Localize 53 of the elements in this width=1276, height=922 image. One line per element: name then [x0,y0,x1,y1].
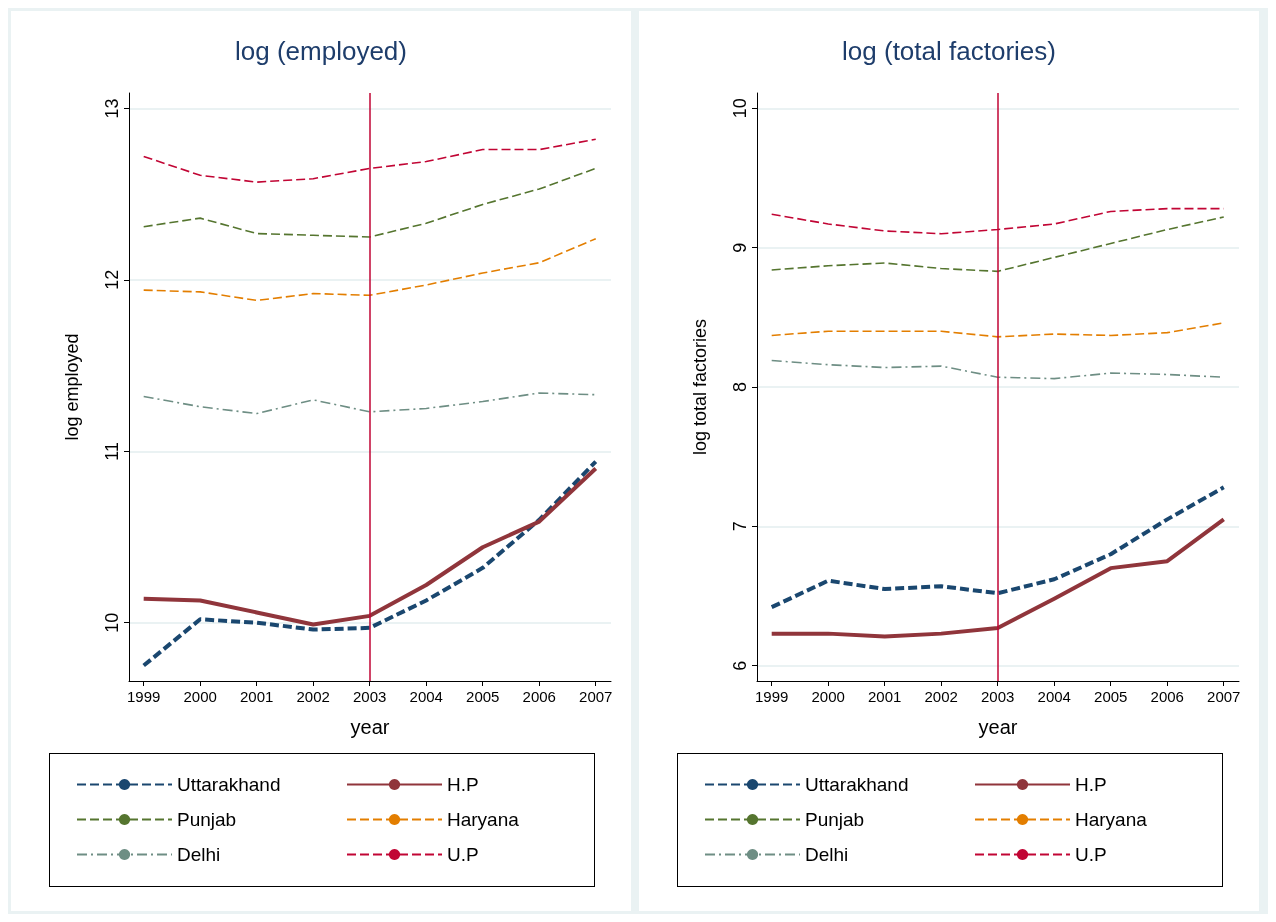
legend-label: Uttarakhand [805,774,909,795]
y-axis-title: log employed [62,333,82,441]
legend-label: H.P [447,774,479,795]
y-axis-title: log total factories [690,318,710,456]
x-tick-label: 2005 [1094,688,1128,705]
legend-label: H.P [1075,774,1107,795]
x-tick-label: 2006 [522,688,556,705]
x-tick-label: 2002 [296,688,330,705]
line-series [141,466,598,627]
x-tick-label: 2004 [409,688,443,705]
y-tick-label: 10 [730,98,750,119]
x-tick-label: 1999 [127,688,161,705]
legend-label: Haryana [1075,809,1148,830]
chart-title: log (total factories) [842,36,1056,66]
legend-label: Delhi [805,844,849,865]
line-series [142,392,597,415]
x-tick-label: 1999 [755,688,789,705]
line-series [770,216,1225,273]
x-tick-label: 2000 [183,688,217,705]
legend-label: Punjab [177,809,237,830]
x-tick-label: 2005 [466,688,500,705]
y-tick-label: 11 [102,441,122,461]
line-series [142,167,597,238]
line-series [769,517,1226,639]
x-tick-label: 2006 [1150,688,1184,705]
chart-title: log (employed) [235,36,407,66]
x-tick-label: 2001 [240,688,274,705]
x-tick-label: 2000 [811,688,845,705]
legend-label: Haryana [447,809,520,830]
legend-label: Delhi [177,844,221,865]
y-tick-label: 6 [730,660,750,671]
y-tick-label: 13 [102,98,122,119]
legend-label: U.P [447,844,479,865]
legend-label: Punjab [805,809,865,830]
y-tick-label: 10 [102,612,122,633]
x-tick-label: 2003 [353,688,387,705]
x-tick-label: 2002 [924,688,958,705]
y-tick-label: 8 [730,381,750,393]
y-tick-label: 12 [102,269,122,290]
legend-label: Uttarakhand [177,774,281,795]
x-tick-label: 2001 [868,688,902,705]
y-tick-label: 9 [730,242,750,253]
line-series [142,237,597,302]
y-tick-label: 7 [730,521,750,532]
x-axis-title: year [978,716,1018,738]
x-tick-label: 2003 [981,688,1015,705]
legend-label: U.P [1075,844,1107,865]
x-axis-title: year [350,716,390,738]
line-series [141,459,598,668]
line-series [769,485,1226,610]
x-tick-label: 2007 [1207,688,1241,705]
x-tick-label: 2007 [579,688,613,705]
x-tick-label: 2004 [1037,688,1071,705]
